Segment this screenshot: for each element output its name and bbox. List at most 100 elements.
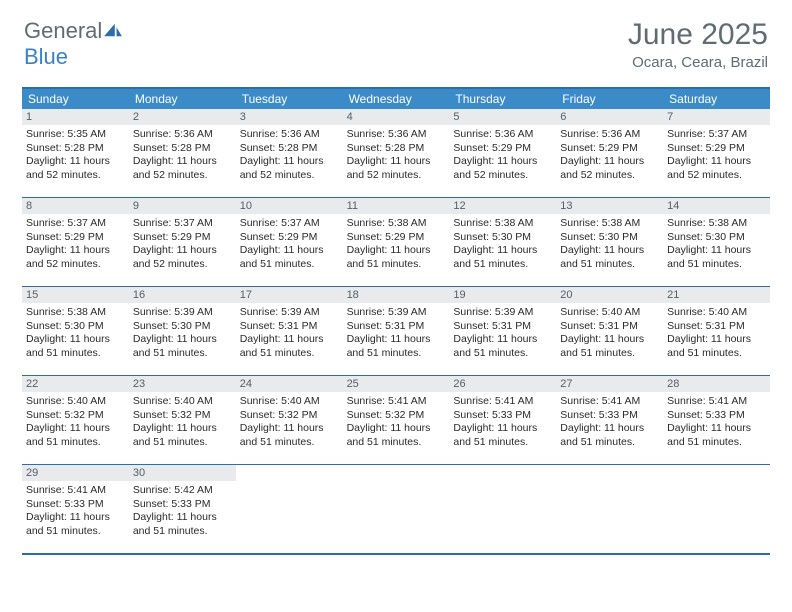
daylight-line: Daylight: 11 hours and 52 minutes. xyxy=(667,155,766,182)
sunrise-line: Sunrise: 5:40 AM xyxy=(667,306,766,320)
daylight-line: Daylight: 11 hours and 52 minutes. xyxy=(347,155,446,182)
weekday-label: Thursday xyxy=(449,89,556,109)
brand-word2: Blue xyxy=(24,44,68,69)
daylight-line: Daylight: 11 hours and 51 minutes. xyxy=(453,333,552,360)
day-number: 25 xyxy=(343,376,450,392)
calendar-cell: 25Sunrise: 5:41 AMSunset: 5:32 PMDayligh… xyxy=(343,376,450,464)
sunset-line: Sunset: 5:30 PM xyxy=(667,231,766,245)
day-number: 20 xyxy=(556,287,663,303)
sunrise-line: Sunrise: 5:36 AM xyxy=(560,128,659,142)
sunrise-line: Sunrise: 5:42 AM xyxy=(133,484,232,498)
daylight-line: Daylight: 11 hours and 51 minutes. xyxy=(240,422,339,449)
calendar-cell: 11Sunrise: 5:38 AMSunset: 5:29 PMDayligh… xyxy=(343,198,450,286)
calendar-week: 1Sunrise: 5:35 AMSunset: 5:28 PMDaylight… xyxy=(22,109,770,197)
daylight-line: Daylight: 11 hours and 51 minutes. xyxy=(240,244,339,271)
day-number: 4 xyxy=(343,109,450,125)
calendar-cell: 13Sunrise: 5:38 AMSunset: 5:30 PMDayligh… xyxy=(556,198,663,286)
sunset-line: Sunset: 5:30 PM xyxy=(26,320,125,334)
weekday-label: Monday xyxy=(129,89,236,109)
sunrise-line: Sunrise: 5:39 AM xyxy=(453,306,552,320)
calendar-cell: . xyxy=(556,465,663,553)
calendar-cell: 4 Sunrise: 5:36 AMSunset: 5:28 PMDaylight… xyxy=(343,109,450,197)
sunset-line: Sunset: 5:32 PM xyxy=(133,409,232,423)
sunrise-line: Sunrise: 5:36 AM xyxy=(240,128,339,142)
calendar-cell: 12Sunrise: 5:38 AMSunset: 5:30 PMDayligh… xyxy=(449,198,556,286)
sunset-line: Sunset: 5:30 PM xyxy=(133,320,232,334)
sunrise-line: Sunrise: 5:37 AM xyxy=(133,217,232,231)
calendar-week: 22Sunrise: 5:40 AMSunset: 5:32 PMDayligh… xyxy=(22,375,770,464)
day-number: 3 xyxy=(236,109,343,125)
day-number: 7 xyxy=(663,109,770,125)
page-title: June 2025 xyxy=(628,18,768,52)
calendar-week: 8Sunrise: 5:37 AMSunset: 5:29 PMDaylight… xyxy=(22,197,770,286)
sunset-line: Sunset: 5:28 PM xyxy=(240,142,339,156)
sunrise-line: Sunrise: 5:38 AM xyxy=(560,217,659,231)
sunset-line: Sunset: 5:29 PM xyxy=(240,231,339,245)
calendar-cell: 6Sunrise: 5:36 AMSunset: 5:29 PMDaylight… xyxy=(556,109,663,197)
sunset-line: Sunset: 5:28 PM xyxy=(347,142,446,156)
weekday-label: Friday xyxy=(556,89,663,109)
sunset-line: Sunset: 5:32 PM xyxy=(347,409,446,423)
day-number: 12 xyxy=(449,198,556,214)
sunset-line: Sunset: 5:31 PM xyxy=(347,320,446,334)
sunset-line: Sunset: 5:31 PM xyxy=(560,320,659,334)
day-number: 21 xyxy=(663,287,770,303)
sunset-line: Sunset: 5:30 PM xyxy=(453,231,552,245)
calendar-cell: 14 Sunrise: 5:38 AMSunset: 5:30 PMDayligh… xyxy=(663,198,770,286)
calendar-cell: 5Sunrise: 5:36 AMSunset: 5:29 PMDaylight… xyxy=(449,109,556,197)
day-number: 8 xyxy=(22,198,129,214)
calendar-cell: 16Sunrise: 5:39 AMSunset: 5:30 PMDayligh… xyxy=(129,287,236,375)
daylight-line: Daylight: 11 hours and 51 minutes. xyxy=(667,422,766,449)
calendar-cell: 20Sunrise: 5:40 AMSunset: 5:31 PMDayligh… xyxy=(556,287,663,375)
calendar-cell: 19Sunrise: 5:39 AMSunset: 5:31 PMDayligh… xyxy=(449,287,556,375)
sunset-line: Sunset: 5:33 PM xyxy=(667,409,766,423)
daylight-line: Daylight: 11 hours and 51 minutes. xyxy=(347,422,446,449)
day-number: 16 xyxy=(129,287,236,303)
calendar-cell: 26Sunrise: 5:41 AMSunset: 5:33 PMDayligh… xyxy=(449,376,556,464)
day-number: 10 xyxy=(236,198,343,214)
calendar-cell: 10 Sunrise: 5:37 AMSunset: 5:29 PMDayligh… xyxy=(236,198,343,286)
sunrise-line: Sunrise: 5:38 AM xyxy=(667,217,766,231)
daylight-line: Daylight: 11 hours and 51 minutes. xyxy=(560,333,659,360)
sunrise-line: Sunrise: 5:41 AM xyxy=(560,395,659,409)
sunset-line: Sunset: 5:31 PM xyxy=(667,320,766,334)
calendar-cell: . xyxy=(663,465,770,553)
daylight-line: Daylight: 11 hours and 51 minutes. xyxy=(133,422,232,449)
day-number: 14 xyxy=(663,198,770,214)
daylight-line: Daylight: 11 hours and 51 minutes. xyxy=(133,511,232,538)
calendar-cell: . xyxy=(343,465,450,553)
daylight-line: Daylight: 11 hours and 51 minutes. xyxy=(26,511,125,538)
daylight-line: Daylight: 11 hours and 52 minutes. xyxy=(133,244,232,271)
calendar-cell: 9Sunrise: 5:37 AMSunset: 5:29 PMDaylight… xyxy=(129,198,236,286)
sunset-line: Sunset: 5:29 PM xyxy=(26,231,125,245)
weekday-label: Wednesday xyxy=(343,89,450,109)
sunrise-line: Sunrise: 5:41 AM xyxy=(453,395,552,409)
sunrise-line: Sunrise: 5:40 AM xyxy=(133,395,232,409)
daylight-line: Daylight: 11 hours and 51 minutes. xyxy=(347,244,446,271)
sunrise-line: Sunrise: 5:36 AM xyxy=(347,128,446,142)
sunset-line: Sunset: 5:29 PM xyxy=(347,231,446,245)
calendar-cell: 2Sunrise: 5:36 AMSunset: 5:28 PMDaylight… xyxy=(129,109,236,197)
weekday-label: Saturday xyxy=(663,89,770,109)
day-number: 1 xyxy=(22,109,129,125)
daylight-line: Daylight: 11 hours and 51 minutes. xyxy=(667,244,766,271)
weekday-label: Sunday xyxy=(22,89,129,109)
calendar-cell: 29Sunrise: 5:41 AMSunset: 5:33 PMDayligh… xyxy=(22,465,129,553)
sunrise-line: Sunrise: 5:37 AM xyxy=(240,217,339,231)
day-number: 11 xyxy=(343,198,450,214)
day-number: 30 xyxy=(129,465,236,481)
page-subtitle: Ocara, Ceara, Brazil xyxy=(628,54,768,71)
sunset-line: Sunset: 5:29 PM xyxy=(560,142,659,156)
day-number: 5 xyxy=(449,109,556,125)
daylight-line: Daylight: 11 hours and 51 minutes. xyxy=(453,244,552,271)
day-number: 13 xyxy=(556,198,663,214)
brand-logo: General Blue xyxy=(24,18,124,70)
calendar-week: 29Sunrise: 5:41 AMSunset: 5:33 PMDayligh… xyxy=(22,464,770,553)
day-number: 18 xyxy=(343,287,450,303)
sunset-line: Sunset: 5:30 PM xyxy=(560,231,659,245)
daylight-line: Daylight: 11 hours and 51 minutes. xyxy=(347,333,446,360)
sunrise-line: Sunrise: 5:38 AM xyxy=(26,306,125,320)
calendar-grid: Sunday Monday Tuesday Wednesday Thursday… xyxy=(22,87,770,555)
sunset-line: Sunset: 5:29 PM xyxy=(667,142,766,156)
sunrise-line: Sunrise: 5:41 AM xyxy=(667,395,766,409)
